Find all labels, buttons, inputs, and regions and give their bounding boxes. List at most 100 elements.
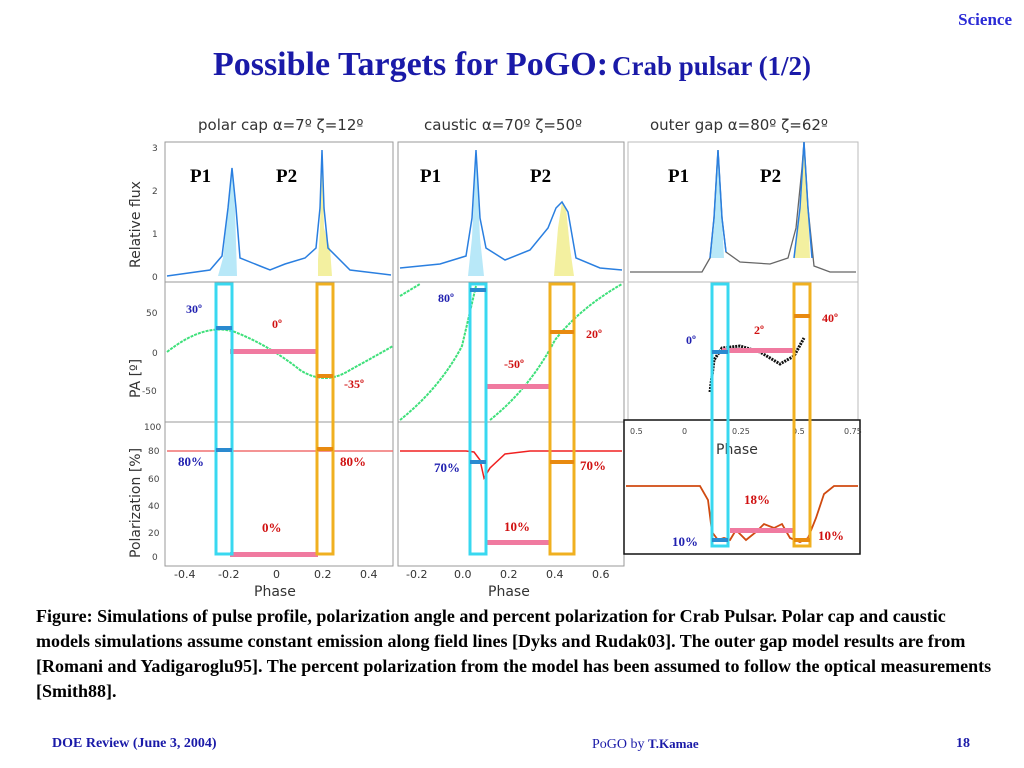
phase-tick: 0.0 xyxy=(454,568,472,581)
pa-label: 30º xyxy=(186,302,202,316)
p1-fill xyxy=(468,152,484,276)
flux-tick: 0 xyxy=(152,273,158,283)
p1-marker xyxy=(216,448,232,452)
pa-label: 2º xyxy=(754,323,764,337)
phase-tick: 0.75 xyxy=(844,427,862,436)
peak-label-p1: P1 xyxy=(190,166,211,187)
pa-label: 80º xyxy=(438,291,454,305)
phase-tick: 0 xyxy=(273,568,280,581)
pol-bar xyxy=(730,528,794,533)
peak-label-p1: P1 xyxy=(420,166,441,187)
pa-curve xyxy=(489,283,623,421)
flux-frame xyxy=(164,141,394,283)
p1-marker xyxy=(712,350,728,354)
flux-frame xyxy=(627,141,859,283)
p1-marker xyxy=(470,288,486,292)
flux-tick: 2 xyxy=(152,187,158,197)
pa-bar xyxy=(722,348,794,353)
phase-tick: 0 xyxy=(682,427,687,436)
pa-label: 0º xyxy=(686,333,696,347)
pa-tick: 50 xyxy=(146,309,158,319)
pol-label: 70% xyxy=(580,458,606,473)
panel-header: polar cap α=7º ζ=12º xyxy=(198,116,363,134)
p2-window xyxy=(792,282,812,548)
panel-caustic: caustic α=70º ζ=50º P1 P2 80º 20º -50º 7… xyxy=(397,116,625,600)
p2-window xyxy=(548,282,576,556)
phase-tick: 0.2 xyxy=(500,568,518,581)
pa-label: 40º xyxy=(822,311,838,325)
simulation-figure: polar cap α=7º ζ=12º Relative flux 3 2 1… xyxy=(128,116,862,600)
pol-label: 70% xyxy=(434,460,460,475)
panel-polar-cap: polar cap α=7º ζ=12º Relative flux 3 2 1… xyxy=(128,116,394,600)
p2-marker xyxy=(317,374,333,378)
p1-window xyxy=(214,282,234,556)
peak-label-p1: P1 xyxy=(668,166,689,187)
pa-axis-label: PA [º] xyxy=(128,359,144,398)
pol-axis-label: Polarization [%] xyxy=(128,448,144,558)
pol-label: 80% xyxy=(178,454,204,469)
panel-header: outer gap α=80º ζ=62º xyxy=(650,116,828,134)
p1-fill xyxy=(218,170,237,276)
phase-tick: 0.4 xyxy=(360,568,378,581)
pol-label: 0% xyxy=(262,520,282,535)
pol-tick: 0 xyxy=(152,553,158,563)
p1-marker xyxy=(470,460,486,464)
pa-tick: 0 xyxy=(152,349,158,359)
p1-window xyxy=(710,282,730,548)
pol-bar xyxy=(486,540,550,545)
phase-axis-label: Phase xyxy=(716,442,758,458)
p2-marker xyxy=(794,538,810,542)
p2-marker xyxy=(794,314,810,318)
pa-bar xyxy=(230,349,318,354)
p2-marker xyxy=(317,447,333,451)
p2-marker xyxy=(550,460,574,464)
panel-outer-gap: outer gap α=80º ζ=62º P1 P2 40º 2º 0º 0.… xyxy=(623,116,862,555)
figure-caption: Figure: Simulations of pulse profile, po… xyxy=(36,606,992,701)
pol-tick: 80 xyxy=(148,447,160,457)
phase-tick: 0.4 xyxy=(546,568,564,581)
corner-label: Science xyxy=(958,10,1012,29)
pa-label: -50º xyxy=(504,357,524,371)
page-number: 18 xyxy=(956,736,970,751)
pol-tick: 100 xyxy=(144,423,161,433)
slide-title: Possible Targets for PoGO: Crab pulsar (… xyxy=(0,46,1024,84)
phase-tick: 0.2 xyxy=(314,568,332,581)
flux-curve xyxy=(399,149,623,271)
pol-label: 18% xyxy=(744,492,770,507)
pol-label: 80% xyxy=(340,454,366,469)
footer-left: DOE Review (June 3, 2004) xyxy=(52,736,217,751)
title-sub: Crab pulsar (1/2) xyxy=(612,51,812,81)
p1-marker xyxy=(216,326,232,330)
phase-axis-label: Phase xyxy=(488,584,530,600)
p1-window xyxy=(468,282,488,556)
pol-frame xyxy=(164,421,394,567)
footer-middle: PoGO by T.Kamae xyxy=(592,736,699,753)
pol-tick: 60 xyxy=(148,475,160,485)
flux-curve xyxy=(630,141,856,273)
pol-tick: 20 xyxy=(148,529,160,539)
phase-tick: 0.25 xyxy=(732,427,750,436)
flux-tick: 3 xyxy=(152,144,158,154)
pol-label: 10% xyxy=(504,519,530,534)
phase-tick: 0.5 xyxy=(792,427,805,436)
pa-label: 20º xyxy=(586,327,602,341)
pa-bar xyxy=(486,384,550,389)
flux-highlight xyxy=(709,141,813,259)
phase-tick: -0.2 xyxy=(218,568,239,581)
peak-label-p2: P2 xyxy=(276,166,297,187)
flux-tick: 1 xyxy=(152,230,158,240)
p2-marker xyxy=(550,330,574,334)
pa-curve xyxy=(399,283,421,297)
pa-label: -35º xyxy=(344,377,364,391)
pol-label: 10% xyxy=(672,534,698,549)
p1-marker xyxy=(712,538,728,542)
pa-label: 0º xyxy=(272,317,282,331)
pol-bar xyxy=(230,552,318,557)
pa-curve xyxy=(166,328,394,379)
phase-tick: 0.5 xyxy=(630,427,643,436)
flux-curve xyxy=(166,149,392,277)
pol-label: 10% xyxy=(818,528,844,543)
phase-strip xyxy=(623,419,861,555)
peak-label-p2: P2 xyxy=(530,166,551,187)
footer-middle-text: PoGO by xyxy=(592,737,645,752)
